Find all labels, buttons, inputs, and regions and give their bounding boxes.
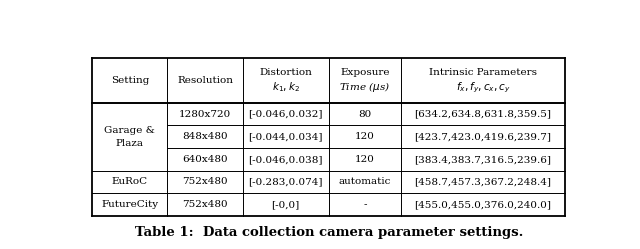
Text: $f_x, f_y, c_x, c_y$: $f_x, f_y, c_x, c_y$ xyxy=(456,80,511,95)
Text: Exposure: Exposure xyxy=(340,68,390,77)
Text: [-0.046,0.032]: [-0.046,0.032] xyxy=(248,110,323,119)
Text: Garage &: Garage & xyxy=(104,126,156,135)
Text: 80: 80 xyxy=(358,110,371,119)
Text: 1280x720: 1280x720 xyxy=(179,110,231,119)
Text: 848x480: 848x480 xyxy=(182,132,228,141)
Text: 752x480: 752x480 xyxy=(182,200,228,209)
Text: FutureCity: FutureCity xyxy=(101,200,159,209)
Text: EuRoC: EuRoC xyxy=(112,178,148,187)
Text: Resolution: Resolution xyxy=(177,76,233,85)
Text: [634.2,634.8,631.8,359.5]: [634.2,634.8,631.8,359.5] xyxy=(415,110,552,119)
Text: [423.7,423.0,419.6,239.7]: [423.7,423.0,419.6,239.7] xyxy=(415,132,552,141)
Text: 752x480: 752x480 xyxy=(182,178,228,187)
Text: [458.7,457.3,367.2,248.4]: [458.7,457.3,367.2,248.4] xyxy=(415,178,552,187)
Text: 640x480: 640x480 xyxy=(182,155,228,164)
Text: $k_1,k_2$: $k_1,k_2$ xyxy=(271,81,300,94)
Text: Table 1:  Data collection camera parameter settings.: Table 1: Data collection camera paramete… xyxy=(134,226,523,239)
Text: [-0.046,0.038]: [-0.046,0.038] xyxy=(248,155,323,164)
Text: 120: 120 xyxy=(355,132,375,141)
Text: [455.0,455.0,376.0,240.0]: [455.0,455.0,376.0,240.0] xyxy=(415,200,552,209)
Text: [383.4,383.7,316.5,239.6]: [383.4,383.7,316.5,239.6] xyxy=(415,155,552,164)
Text: Distortion: Distortion xyxy=(259,68,312,77)
Text: [-0.283,0.074]: [-0.283,0.074] xyxy=(248,178,323,187)
Text: -: - xyxy=(363,200,367,209)
Text: Plaza: Plaza xyxy=(116,138,144,147)
Text: [-0,0]: [-0,0] xyxy=(271,200,300,209)
Text: Intrinsic Parameters: Intrinsic Parameters xyxy=(429,68,537,77)
Text: automatic: automatic xyxy=(339,178,391,187)
Text: Time ($\mu$s): Time ($\mu$s) xyxy=(339,80,390,94)
Text: Setting: Setting xyxy=(111,76,149,85)
Text: [-0.044,0.034]: [-0.044,0.034] xyxy=(248,132,323,141)
Text: 120: 120 xyxy=(355,155,375,164)
